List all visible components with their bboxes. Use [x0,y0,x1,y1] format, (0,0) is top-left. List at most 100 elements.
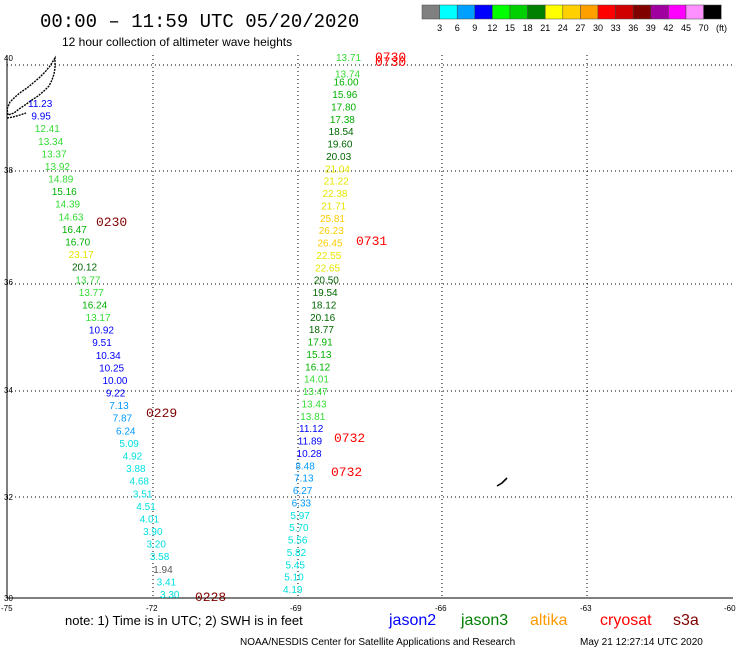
wave-height-value: 15.16 [52,187,77,198]
wave-height-value: 5.97 [290,511,310,522]
lat-lon-grid [7,55,733,598]
wave-height-value: 3.90 [143,527,163,538]
colorbar-swatch [527,4,546,20]
colorbar-swatch [492,4,511,20]
colorbar-label: 70 [699,23,709,33]
wave-height-value: 20.16 [310,313,335,324]
wave-height-value: 13.34 [38,137,63,148]
wave-height-value: 13.77 [75,275,100,286]
footer-note: note: 1) Time is in UTC; 2) SWH is in fe… [65,613,303,628]
wave-height-value: 26.23 [319,226,344,237]
wave-height-value: 9.95 [31,112,51,123]
colorbar-unit: (ft) [716,23,727,33]
legend-altika: altika [530,612,567,629]
colorbar-label: 9 [472,23,477,33]
colorbar-swatch [421,4,440,20]
colorbar-label: 42 [663,23,673,33]
wave-height-value: 6.24 [116,426,136,437]
page-subtitle: 12 hour collection of altimeter wave hei… [62,35,292,49]
pass-label: 0730 [375,50,406,65]
wave-height-value: 4.01 [140,514,160,525]
wave-height-value: 11.12 [299,424,324,435]
wave-height-value: 22.65 [315,263,340,274]
wave-height-value: 13.71 [336,53,361,64]
colorbar-label: 33 [611,23,621,33]
wave-height-value: 10.25 [99,363,124,374]
wave-height-value: 7.13 [294,474,314,485]
wave-height-value: 3.30 [160,590,180,601]
wave-height-value: 14.89 [48,175,73,186]
legend-jason2: jason2 [388,612,436,629]
wave-height-value: 9.51 [92,338,112,349]
wave-height-value: 17.38 [330,115,355,126]
colorbar-label: 36 [628,23,638,33]
pass-label: 0732 [334,431,365,446]
wave-height-value: 15.13 [306,350,331,361]
wave-height-value: 20.03 [326,152,351,163]
pass-label: 0730 [375,55,406,70]
wave-height-value: 18.77 [309,325,334,336]
wave-height-value: 16.12 [305,362,330,373]
lat-label: 38 [4,166,13,175]
wave-height-value: 9.22 [106,389,126,400]
colorbar-swatch [650,4,669,20]
legend-s3a: s3a [673,612,699,629]
wave-height-value: 3.20 [146,540,166,551]
plot-frame [6,55,733,599]
wave-height-value: 11.89 [298,437,323,448]
colorbar-label: 18 [523,23,533,33]
colorbar-swatch [474,4,493,20]
wave-height-value: 7.13 [109,401,129,412]
wave-height-value: 5.10 [284,573,304,584]
wave-height-value: 13.81 [300,412,325,423]
wave-height-value: 22.38 [322,189,347,200]
wave-height-value: 5.70 [289,523,309,534]
colorbar-swatch [597,4,616,20]
wave-height-value: 20.50 [314,276,339,287]
wave-height-value: 13.74 [335,69,360,80]
wave-height-value: 21.71 [321,201,346,212]
wave-height-value: 22.55 [316,251,341,262]
wave-height-value: 5.56 [288,536,308,547]
wave-height-value: 16.24 [82,300,107,311]
wave-height-value: 16.70 [65,237,90,248]
wave-height-value: 13.17 [86,313,111,324]
wave-height-value: 10.34 [96,351,121,362]
island-bermuda [496,477,508,487]
lon-label: -69 [290,604,302,613]
wave-height-value: 25.81 [320,214,345,225]
wave-height-value: 5.45 [285,560,305,571]
wave-height-value: 20.12 [72,263,97,274]
wave-height-value: 18.12 [311,300,336,311]
wave-height-value: 13.37 [42,149,67,160]
wave-height-value: 13.47 [303,387,328,398]
colorbar-swatch [509,4,528,20]
wave-height-value: 3.51 [133,489,153,500]
colorbar-label: 12 [487,23,497,33]
wave-height-value: 13.43 [301,399,326,410]
wave-height-value: 14.39 [55,200,80,211]
wave-height-value: 12.41 [35,124,60,135]
colorbar-label: 21 [540,23,550,33]
lat-label: 34 [4,386,13,395]
wave-height-value: 10.00 [102,376,127,387]
lat-label: 32 [4,493,13,502]
colorbar-label: 24 [558,23,568,33]
colorbar-label: 15 [505,23,515,33]
wave-height-value: 21.04 [325,164,350,175]
wave-height-value: 10.92 [89,326,114,337]
lat-label: 40 [4,54,13,63]
colorbar-swatch [456,4,476,20]
colorbar-label: 27 [575,23,585,33]
pass-time-labels: 0730 0730 0731 0230 0229 0732 0732 0228 [96,50,406,605]
wave-height-value: 6.33 [292,498,312,509]
colorbar-swatch [580,4,599,20]
pass-label: 0731 [356,234,387,249]
axis-labels: 40 38 36 34 32 30 -75 -72 -69 -66 -63 -6… [1,54,736,613]
pass-label: 0230 [96,215,127,230]
wave-height-value: 11.23 [28,99,53,110]
wave-height-value: 5.82 [287,548,307,559]
wave-height-value: 7.87 [113,414,133,425]
